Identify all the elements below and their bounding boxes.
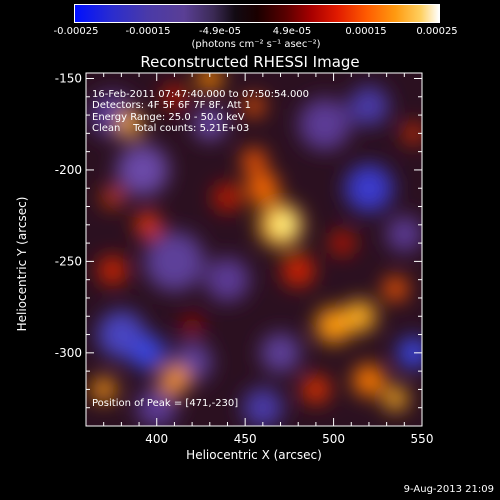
y-tick-label: -150 xyxy=(55,71,82,85)
heatmap-blob xyxy=(386,215,422,252)
heatmap-blob xyxy=(282,254,315,287)
y-axis-label: Heliocentric Y (arcsec) xyxy=(15,196,29,332)
plot-frame xyxy=(85,72,423,427)
heatmap-blob xyxy=(301,375,330,404)
colorbar-tick-label: -4.9e-05 xyxy=(199,26,241,37)
heatmap-blob xyxy=(330,231,355,256)
heatmap-blob xyxy=(98,256,127,285)
heatmap-blob xyxy=(244,95,264,116)
heatmap-blob xyxy=(91,377,116,402)
heatmap-blob xyxy=(136,387,177,426)
x-tick-label: 500 xyxy=(322,432,345,446)
colorbar-tick-label: 4.9e-05 xyxy=(272,26,312,37)
clean-counts-annotation: Clean Total counts: 5.21E+03 xyxy=(92,123,250,134)
heatmap-blob xyxy=(344,300,377,333)
peak-position-annotation: Position of Peak = [471,-230] xyxy=(92,398,239,409)
x-tick-label: 400 xyxy=(145,432,168,446)
x-tick-label: 550 xyxy=(411,432,434,446)
y-tick-label: -250 xyxy=(55,254,82,268)
heatmap-blob xyxy=(116,143,169,196)
colorbar-tick-label: 0.00015 xyxy=(345,26,387,37)
heatmap-blob xyxy=(242,148,266,173)
heatmap-blob xyxy=(383,276,408,301)
y-tick-label: -300 xyxy=(55,346,82,360)
heatmap-blob xyxy=(272,212,297,237)
heatmap-blob xyxy=(397,336,422,369)
colorbar-tick-label: 0.00025 xyxy=(416,26,458,37)
x-tick-label: 450 xyxy=(234,432,257,446)
heatmap-blob xyxy=(246,172,279,205)
heatmap-blob xyxy=(205,257,250,302)
heatmap-blob xyxy=(102,187,123,208)
energy-range-annotation: Energy Range: 25.0 - 50.0 keV xyxy=(92,112,245,123)
heatmap-blob xyxy=(348,85,389,126)
heatmap-blob xyxy=(315,307,352,344)
heatmap-blob xyxy=(403,123,422,144)
heatmap-blob xyxy=(298,98,351,151)
heatmap-blob xyxy=(135,212,160,237)
colorbar-unit-label: (photons cm⁻² s⁻¹ asec⁻²) xyxy=(191,39,321,50)
colorbar xyxy=(74,4,440,23)
heatmap-blob xyxy=(344,164,393,213)
heatmap-blob xyxy=(242,387,283,426)
heatmap-blob xyxy=(260,332,301,373)
heatmap-blob xyxy=(193,108,226,141)
heatmap-blob xyxy=(352,364,385,397)
heatmap-blob xyxy=(197,73,222,91)
heatmap-image xyxy=(86,73,422,426)
heatmap-blob xyxy=(213,183,242,212)
chart-title: Reconstructed RHESSI Image xyxy=(140,53,360,71)
x-axis-label: Heliocentric X (arcsec) xyxy=(186,448,322,462)
y-tick-label: -200 xyxy=(55,163,82,177)
heatmap-blob xyxy=(160,366,189,395)
colorbar-tick-label: -0.00025 xyxy=(53,26,99,37)
heatmap-blob xyxy=(383,386,408,411)
heatmap-blob xyxy=(129,334,166,371)
colorbar-tick-label: -0.00015 xyxy=(125,26,171,37)
heatmap-blob xyxy=(162,84,187,109)
heatmap-blob xyxy=(144,231,205,292)
time-range-annotation: 16-Feb-2011 07:47:40.000 to 07:50:54.000 xyxy=(92,89,310,100)
timestamp: 9-Aug-2013 21:09 xyxy=(403,484,494,495)
heatmap-blob xyxy=(182,315,203,336)
detectors-annotation: Detectors: 4F 5F 6F 7F 8F, Att 1 xyxy=(92,100,252,111)
heatmap-blob xyxy=(118,112,143,137)
